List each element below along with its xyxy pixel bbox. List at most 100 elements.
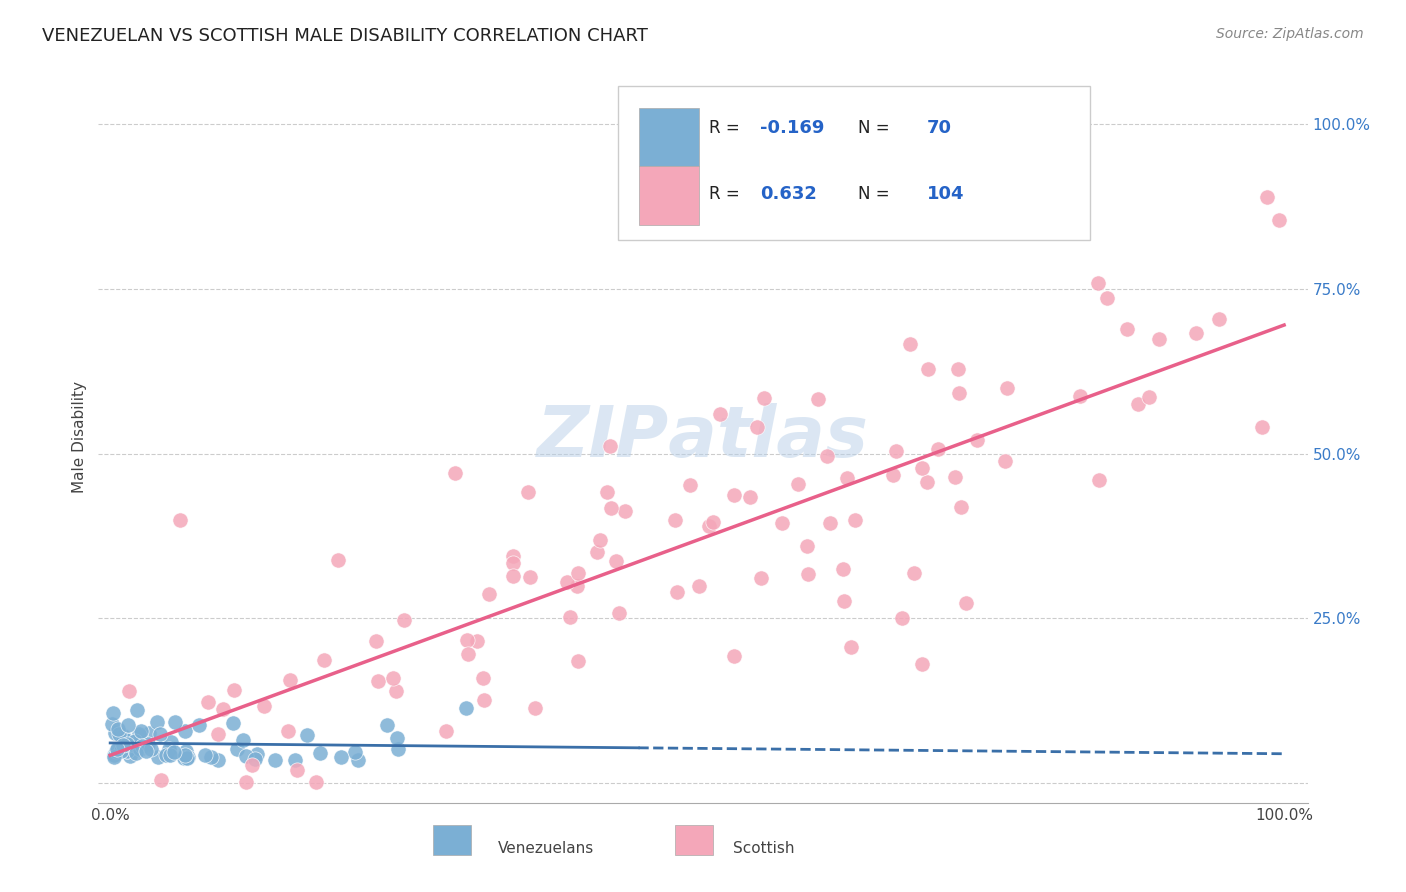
Point xyxy=(118,683,141,698)
Point xyxy=(253,698,276,713)
Point xyxy=(465,634,488,648)
Point xyxy=(111,730,134,744)
Point xyxy=(149,727,172,741)
Point xyxy=(174,747,197,762)
Point xyxy=(567,654,589,668)
Point xyxy=(385,683,408,698)
Point xyxy=(387,741,409,756)
Point xyxy=(560,609,582,624)
Point xyxy=(709,407,731,421)
Point xyxy=(135,744,157,758)
Point xyxy=(770,516,793,530)
Point xyxy=(831,562,853,576)
Point xyxy=(911,460,934,475)
Point xyxy=(160,734,183,748)
Point xyxy=(1116,322,1139,336)
Point xyxy=(114,733,136,747)
Point xyxy=(225,742,247,756)
Point xyxy=(817,449,839,463)
Point xyxy=(367,674,389,689)
Point xyxy=(1147,331,1170,345)
Point xyxy=(284,753,307,767)
Point xyxy=(917,362,939,376)
Point xyxy=(159,742,181,756)
Point xyxy=(224,683,246,698)
Point xyxy=(343,745,366,759)
Point xyxy=(115,744,138,758)
Point xyxy=(832,594,855,608)
Text: 0.632: 0.632 xyxy=(759,186,817,203)
FancyBboxPatch shape xyxy=(638,167,699,225)
Point xyxy=(146,749,169,764)
Point xyxy=(955,596,977,610)
Point xyxy=(688,579,710,593)
Point xyxy=(297,728,319,742)
Point xyxy=(328,553,350,567)
Point xyxy=(194,747,217,762)
Point xyxy=(891,610,914,624)
Point xyxy=(125,746,148,760)
Point xyxy=(165,714,187,729)
Point xyxy=(502,569,524,583)
Point xyxy=(456,701,478,715)
Point xyxy=(702,516,724,530)
Point xyxy=(807,392,830,406)
Text: N =: N = xyxy=(858,186,894,203)
Point xyxy=(519,570,541,584)
Point xyxy=(163,745,186,759)
Point xyxy=(305,775,328,789)
Point xyxy=(129,741,152,756)
Point xyxy=(567,566,589,581)
Point xyxy=(738,490,761,504)
Point xyxy=(478,586,501,600)
Point xyxy=(115,738,138,752)
Point xyxy=(211,701,233,715)
Point xyxy=(117,717,139,731)
Point xyxy=(949,500,972,514)
Point xyxy=(589,533,612,548)
Point xyxy=(666,585,689,599)
Point xyxy=(278,673,301,687)
Point xyxy=(246,747,269,761)
Text: N =: N = xyxy=(858,120,894,137)
Point xyxy=(136,737,159,751)
Point xyxy=(839,640,862,655)
Point xyxy=(517,484,540,499)
Point xyxy=(115,744,138,758)
Text: 70: 70 xyxy=(927,120,952,137)
Point xyxy=(131,739,153,753)
Point xyxy=(177,749,200,764)
Point xyxy=(596,485,619,500)
Point xyxy=(127,703,149,717)
Text: R =: R = xyxy=(709,186,745,203)
Point xyxy=(457,647,479,661)
Point xyxy=(614,504,637,518)
Point xyxy=(523,701,546,715)
Point xyxy=(456,633,478,648)
Point xyxy=(329,749,352,764)
Point xyxy=(1069,389,1091,403)
Point xyxy=(699,519,721,533)
Point xyxy=(679,478,702,492)
Point xyxy=(948,386,970,401)
Point xyxy=(112,730,135,744)
Point xyxy=(129,723,152,738)
Point xyxy=(818,516,841,530)
Point xyxy=(243,751,266,765)
Point xyxy=(128,727,150,741)
Point xyxy=(112,729,135,743)
Point xyxy=(502,549,524,564)
Point xyxy=(915,475,938,489)
Text: Source: ZipAtlas.com: Source: ZipAtlas.com xyxy=(1216,27,1364,41)
Text: Venezuelans: Venezuelans xyxy=(498,841,593,855)
Point xyxy=(1139,390,1161,404)
Point xyxy=(1097,291,1119,305)
Point xyxy=(599,438,621,452)
Text: R =: R = xyxy=(709,120,745,137)
Point xyxy=(796,540,818,554)
FancyBboxPatch shape xyxy=(433,825,471,855)
Point xyxy=(943,470,966,484)
Point xyxy=(222,715,245,730)
Point xyxy=(139,742,162,756)
Point xyxy=(375,718,398,732)
